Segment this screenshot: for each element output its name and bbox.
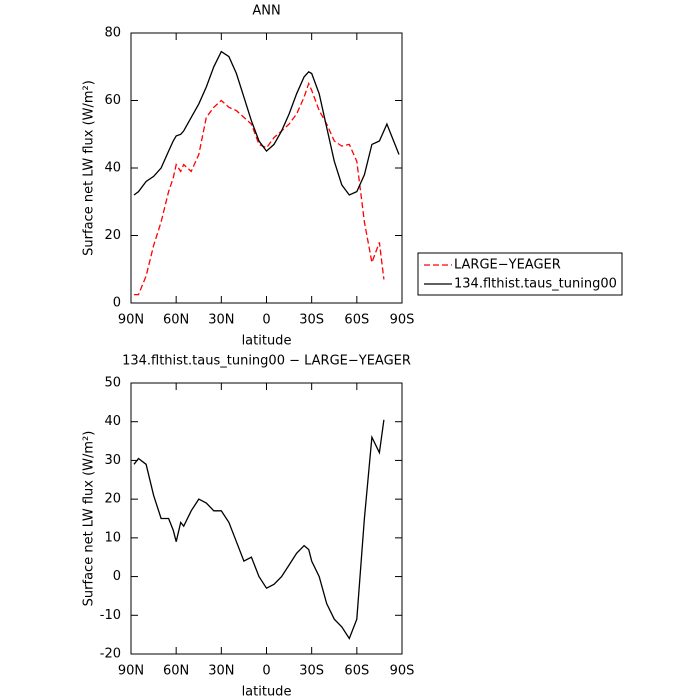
legend-label: LARGE−YEAGER	[454, 258, 561, 273]
plot-frame	[130, 32, 403, 304]
y-tick-label: -10	[100, 608, 121, 623]
data-line	[133, 50, 400, 196]
y-tick-label: 40	[104, 414, 121, 429]
y-tick-label: 0	[113, 296, 121, 311]
x-tick-label: 60N	[163, 313, 189, 328]
x-tick-label: 90S	[390, 664, 415, 679]
legend-label: 134.flthist.taus_tuning00	[454, 277, 617, 292]
y-tick-label: 30	[104, 453, 121, 468]
x-tick-label: 90N	[118, 664, 144, 679]
y-tick-label: 40	[104, 161, 121, 176]
y-axis-label: Surface net LW flux (W/m²)	[82, 80, 97, 256]
x-tick-label: 30S	[299, 664, 324, 679]
y-tick-label: 20	[104, 492, 121, 507]
y-tick-label: 60	[104, 93, 121, 108]
y-tick-label: -20	[100, 647, 121, 662]
chart-title: 134.flthist.taus_tuning00 − LARGE−YEAGER	[122, 354, 411, 369]
x-tick-label: 30N	[208, 664, 234, 679]
y-axis-label: Surface net LW flux (W/m²)	[82, 431, 97, 607]
y-tick-label: 20	[104, 228, 121, 243]
x-tick-label: 90N	[118, 313, 144, 328]
x-axis-label: latitude	[242, 685, 292, 700]
legend-box	[417, 252, 623, 296]
x-tick-label: 60S	[344, 313, 369, 328]
x-tick-label: 0	[262, 664, 270, 679]
x-tick-label: 60S	[344, 664, 369, 679]
x-axis-label: latitude	[242, 334, 292, 349]
x-tick-label: 0	[262, 313, 270, 328]
y-tick-label: 80	[104, 26, 121, 41]
x-tick-label: 30N	[208, 313, 234, 328]
data-line	[134, 81, 385, 296]
y-tick-label: 50	[104, 376, 121, 391]
x-tick-label: 60N	[163, 664, 189, 679]
y-tick-label: 10	[104, 530, 121, 545]
chart-title: ANN	[252, 4, 280, 19]
x-tick-label: 90S	[390, 313, 415, 328]
y-tick-label: 0	[113, 569, 121, 584]
x-tick-label: 30S	[299, 313, 324, 328]
data-line	[133, 419, 385, 640]
plot-frame	[130, 382, 403, 655]
